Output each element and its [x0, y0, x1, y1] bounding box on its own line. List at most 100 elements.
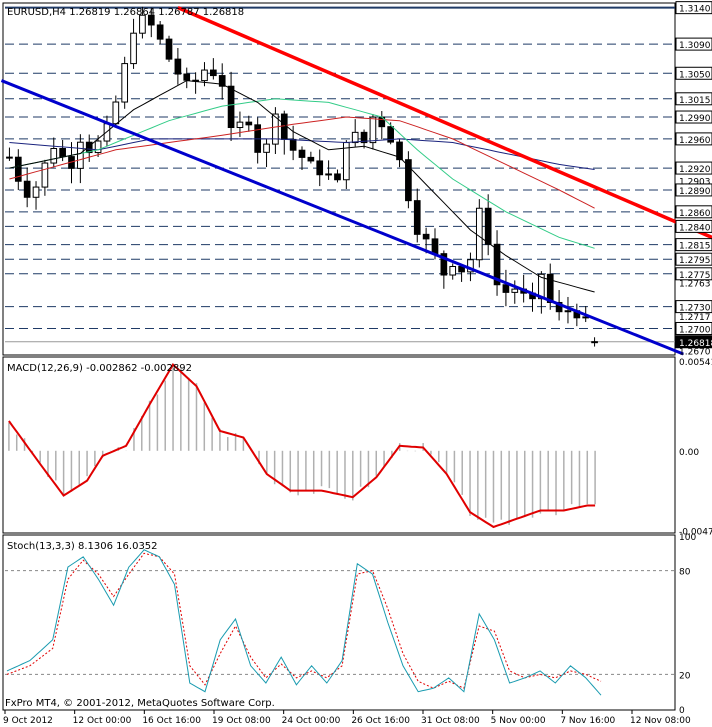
main-panel[interactable]: EURUSD,H4 1.26819 1.26864 1.26787 1.2681… — [0, 1, 712, 358]
price-label-box — [675, 132, 712, 146]
price-tick-label: 1.3140 — [679, 5, 711, 15]
channel-upper-line — [177, 6, 712, 240]
time-tick-label: 26 Oct 16:00 — [351, 716, 410, 726]
time-tick-label: 12 Oct 00:00 — [73, 716, 132, 726]
price-tick-label: 1.2700 — [679, 325, 711, 335]
price-tick-label: 1.2815 — [679, 242, 711, 252]
candle-body — [23, 180, 31, 198]
time-tick-label: 24 Oct 00:00 — [282, 716, 341, 726]
candle-body — [236, 121, 244, 129]
macd-panel[interactable]: MACD(12,26,9) -0.002862 -0.002892 0.0054… — [2, 356, 712, 537]
stoch-tick-label: 80 — [679, 568, 691, 578]
channel-lower-line — [0, 79, 684, 356]
stoch-lines — [6, 549, 602, 696]
candle-body — [555, 301, 563, 313]
macd-tick-label: -0.004795 — [679, 527, 712, 537]
price-label-box — [675, 252, 712, 266]
candle-body — [130, 32, 137, 65]
candle-body — [85, 141, 93, 154]
candle-body — [325, 173, 332, 176]
time-tick-label: 31 Oct 08:00 — [421, 716, 480, 726]
candle-body — [245, 121, 253, 126]
price-tick-label: 1.2717 — [679, 313, 711, 323]
candle-body — [289, 138, 297, 151]
candle-body — [449, 266, 457, 276]
time-axis: 9 Oct 2012 12 Oct 00:00 16 Oct 16:00 19 Oct… — [3, 710, 691, 726]
price-label-box — [675, 238, 712, 252]
candle-body — [511, 288, 519, 293]
stoch-axis: 100 80 20 0 — [679, 533, 696, 716]
price-label-box — [675, 267, 712, 281]
stoch-signal-line — [6, 552, 602, 689]
price-tick-label: 1.2795 — [679, 256, 711, 266]
copyright: FxPro MT4, © 2001-2012, MetaQuotes Softw… — [5, 698, 275, 709]
candle-body — [112, 101, 120, 125]
price-tick-label: 1.2960 — [679, 136, 711, 146]
candle-body — [467, 259, 474, 273]
time-tick-label: 16 Oct 16:00 — [142, 716, 201, 726]
price-level-lines — [5, 6, 675, 343]
price-label-box — [675, 205, 712, 219]
price-label-box — [675, 219, 712, 233]
time-tick-label: 5 Nov 00:00 — [491, 716, 546, 726]
candle-body — [334, 173, 341, 181]
price-label-box — [675, 1, 712, 15]
candle-body — [14, 156, 22, 182]
ma-red-line — [9, 116, 595, 209]
candle-body — [183, 73, 191, 81]
candle-body — [139, 14, 146, 34]
candle-body — [174, 58, 182, 75]
ma-fast-line — [9, 80, 595, 293]
stoch-header: Stoch(13,3,3) 8.1306 16.0352 — [7, 541, 158, 552]
candle-body — [405, 159, 412, 202]
candle-body — [77, 141, 84, 169]
candle-body — [272, 113, 279, 145]
price-label-box — [675, 300, 712, 314]
stoch-panel[interactable]: Stoch(13,3,3) 8.1306 16.0352 FxPro MT4, … — [2, 533, 696, 716]
time-tick-label: 9 Oct 2012 — [3, 716, 53, 726]
candle-body — [227, 85, 235, 129]
macd-plot-frame — [2, 356, 676, 534]
candlesticks — [6, 6, 598, 347]
candle-body — [210, 69, 217, 77]
price-tick-label: 1.2775 — [679, 271, 711, 281]
price-axis: 1.3140 1.3090 1.3050 1.3015 1.2990 1.2960 1.29… — [675, 1, 712, 357]
ma-mid-line — [9, 98, 595, 249]
candle-body — [6, 156, 13, 159]
candle-body — [298, 149, 306, 158]
macd-tick-label: 0.00 — [679, 448, 699, 458]
candle-body — [165, 38, 173, 60]
price-label-box — [675, 66, 712, 80]
moving-averages — [9, 80, 595, 293]
candle-body — [316, 160, 324, 176]
candle-body — [32, 186, 40, 198]
price-label-box — [675, 92, 712, 106]
time-tick-label: 12 Nov 08:00 — [630, 716, 691, 726]
price-label-box — [675, 321, 712, 335]
candle-body — [546, 273, 554, 303]
time-tick-label: 19 Oct 08:00 — [212, 716, 271, 726]
price-tick-label: 1.3090 — [679, 41, 711, 51]
candle-body — [94, 140, 102, 154]
price-tick-label: 1.2730 — [679, 304, 711, 314]
candle-body — [440, 253, 448, 276]
candle-body — [41, 162, 49, 188]
candle-body — [422, 233, 430, 240]
price-label-box — [675, 37, 712, 51]
candle-body — [493, 243, 501, 286]
stoch-plot-frame — [2, 534, 676, 711]
price-tick-label: 1.2670 — [679, 347, 711, 357]
stoch-tick-label: 0 — [679, 706, 685, 716]
candle-body — [502, 284, 510, 293]
candle-body — [263, 143, 270, 153]
candle-body — [59, 148, 66, 158]
candle-body — [307, 156, 315, 162]
macd-signal-line — [8, 363, 596, 529]
time-tick-label: 7 Nov 16:00 — [560, 716, 615, 726]
price-tick-label: 1.2860 — [679, 209, 711, 219]
candle-body — [413, 200, 421, 235]
candle-body — [396, 141, 403, 161]
stoch-tick-label: 20 — [679, 671, 691, 681]
price-tick-label: 1.2920 — [679, 165, 711, 175]
